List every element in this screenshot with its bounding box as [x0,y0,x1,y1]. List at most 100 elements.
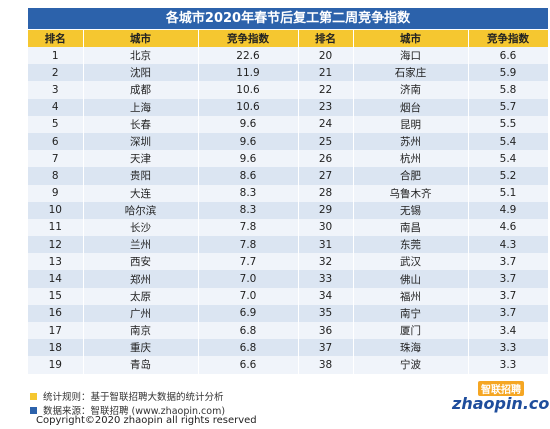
cell-city-left: 重庆 [83,339,199,357]
cell-rank-right: 36 [298,322,354,340]
table-row: 9 大连 8.3 28 乌鲁木齐 5.1 [28,184,549,202]
cell-index-right: 3.7 [468,253,549,271]
table-row: 12 兰州 7.8 31 东莞 4.3 [28,236,549,254]
cell-index-left: 8.3 [198,184,299,202]
cell-index-left: 6.8 [198,339,299,357]
cell-city-right: 南昌 [353,218,469,237]
table-row: 17 南京 6.8 36 厦门 3.4 [28,322,549,340]
cell-rank-right: 35 [298,304,354,322]
cell-rank-left: 10 [28,201,84,219]
cell-rank-left: 17 [28,322,84,340]
legend-source-text: 数据来源：智联招聘 (www.zhaopin.com) [43,406,226,417]
cell-city-right: 杭州 [353,150,469,168]
cell-rank-right: 20 [298,47,354,65]
cell-rank-right: 33 [298,270,354,288]
cell-index-right: 5.1 [468,184,549,202]
cell-city-right: 佛山 [353,270,469,288]
cell-rank-left: 5 [28,115,84,133]
cell-city-right: 合肥 [353,167,469,185]
cell-city-right: 海口 [353,47,469,65]
cell-index-right: 3.7 [468,270,549,288]
cell-index-right: 5.4 [468,132,549,151]
table-row: 2 沈阳 11.9 21 石家庄 5.9 [28,64,549,82]
cell-index-right: 5.8 [468,81,549,99]
cell-city-left: 兰州 [83,236,199,254]
table-row: 1 北京 22.6 20 海口 6.6 [28,47,549,65]
table-title: 各城市2020年春节后复工第二周竞争指数 [28,8,548,29]
cell-city-left: 北京 [83,47,199,65]
cell-index-right: 5.4 [468,150,549,168]
cell-rank-right: 30 [298,218,354,237]
cell-index-right: 3.3 [468,356,549,374]
table-row: 5 长春 9.6 24 昆明 5.5 [28,115,549,133]
cell-city-left: 广州 [83,304,199,322]
cell-index-left: 7.0 [198,287,299,305]
cell-index-left: 7.0 [198,270,299,288]
cell-rank-right: 28 [298,184,354,202]
cell-rank-left: 14 [28,270,84,288]
cell-rank-right: 24 [298,115,354,133]
cell-index-left: 6.8 [198,322,299,340]
cell-city-right: 珠海 [353,339,469,357]
table-row: 15 太原 7.0 34 福州 3.7 [28,287,549,305]
cell-rank-left: 16 [28,304,84,322]
cell-index-right: 5.9 [468,64,549,82]
cell-city-left: 西安 [83,253,199,271]
cell-city-right: 乌鲁木齐 [353,184,469,202]
cell-index-right: 3.3 [468,339,549,357]
cell-index-right: 6.6 [468,47,549,65]
cell-city-left: 贵阳 [83,167,199,185]
header-row: 排名 城市 竞争指数 排名 城市 竞争指数 [28,30,549,47]
cell-city-right: 昆明 [353,115,469,133]
cell-rank-right: 29 [298,201,354,219]
legend-rule-text: 统计规则：基于智联招聘大数据的统计分析 [43,392,224,403]
cell-index-right: 4.3 [468,236,549,254]
cell-index-right: 3.7 [468,304,549,322]
header-city-left: 城市 [83,30,199,47]
cell-city-right: 福州 [353,287,469,305]
cell-rank-left: 2 [28,64,84,82]
cell-city-right: 武汉 [353,253,469,271]
table-row: 14 郑州 7.0 33 佛山 3.7 [28,270,549,288]
cell-rank-left: 18 [28,339,84,357]
cell-rank-right: 37 [298,339,354,357]
cell-rank-right: 25 [298,132,354,151]
cell-rank-right: 26 [298,150,354,168]
cell-city-right: 宁波 [353,356,469,374]
cell-rank-left: 6 [28,132,84,151]
cell-rank-left: 13 [28,253,84,271]
cell-city-right: 东莞 [353,236,469,254]
cell-city-left: 哈尔滨 [83,201,199,219]
cell-rank-right: 23 [298,98,354,116]
copyright-text: Copyright©2020 zhaopin all rights reserv… [36,415,257,426]
cell-index-left: 7.8 [198,218,299,237]
cell-index-right: 5.7 [468,98,549,116]
header-rank-left: 排名 [28,30,84,47]
cell-city-left: 成都 [83,81,199,99]
cell-rank-left: 4 [28,98,84,116]
cell-city-left: 深圳 [83,132,199,151]
cell-index-left: 6.6 [198,356,299,374]
cell-rank-right: 32 [298,253,354,271]
cell-rank-left: 7 [28,150,84,168]
cell-rank-right: 31 [298,236,354,254]
table-row: 19 青岛 6.6 38 宁波 3.3 [28,356,549,374]
logo-chinese: 智联招聘 [478,381,524,396]
cell-rank-right: 21 [298,64,354,82]
cell-index-right: 3.4 [468,322,549,340]
cell-index-right: 5.2 [468,167,549,185]
cell-city-left: 太原 [83,287,199,305]
table-row: 6 深圳 9.6 25 苏州 5.4 [28,132,549,151]
cell-rank-left: 19 [28,356,84,374]
cell-index-left: 11.9 [198,64,299,82]
header-index-left: 竞争指数 [198,30,299,47]
table-row: 11 长沙 7.8 30 南昌 4.6 [28,218,549,237]
cell-index-left: 6.9 [198,304,299,322]
cell-city-left: 青岛 [83,356,199,374]
table-row: 16 广州 6.9 35 南宁 3.7 [28,304,549,322]
cell-city-left: 长春 [83,115,199,133]
header-index-right: 竞争指数 [468,30,549,47]
cell-city-left: 郑州 [83,270,199,288]
table-row: 7 天津 9.6 26 杭州 5.4 [28,150,549,168]
cell-rank-right: 22 [298,81,354,99]
